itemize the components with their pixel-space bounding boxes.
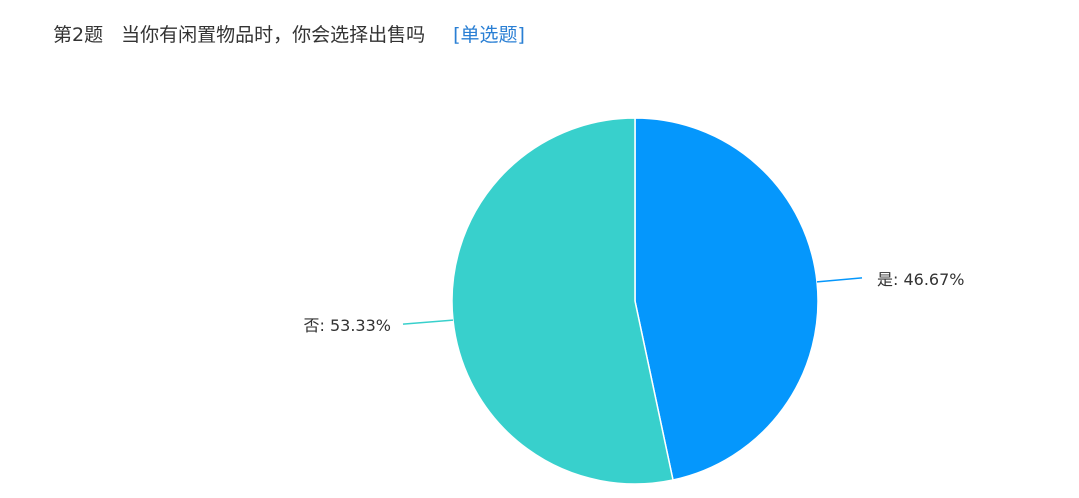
question-text: 当你有闲置物品时，你会选择出售吗 bbox=[121, 24, 426, 46]
leader-line-0 bbox=[816, 277, 863, 283]
slice-label-1: 否: 53.33% bbox=[304, 316, 392, 335]
question-type-tag: [单选题] bbox=[453, 24, 525, 46]
question-title: 第2题 当你有闲置物品时，你会选择出售吗 [单选题] bbox=[53, 20, 525, 47]
pie-slice-0[interactable] bbox=[634, 117, 819, 481]
slice-label-0: 是: 46.67% bbox=[877, 270, 965, 289]
leader-line-1 bbox=[402, 319, 454, 325]
question-number: 第2题 bbox=[53, 24, 104, 46]
pie-slice-1[interactable] bbox=[451, 117, 674, 485]
